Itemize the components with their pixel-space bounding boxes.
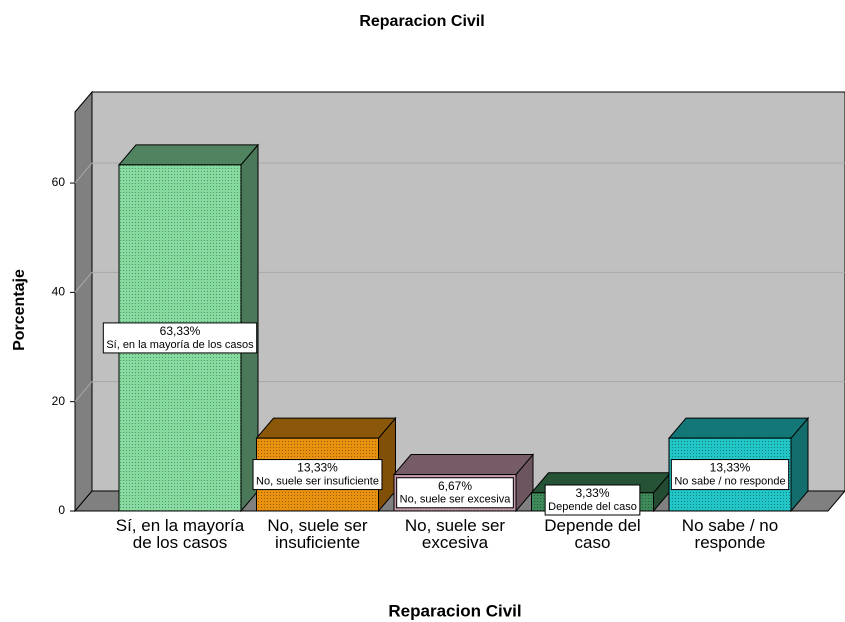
data-label-category: No, suele ser excesiva bbox=[400, 494, 512, 506]
x-tick-label: Depende del caso bbox=[544, 517, 641, 552]
data-label-box bbox=[102, 322, 258, 354]
x-tick-label-box: No, suele ser excesiva bbox=[404, 517, 506, 552]
data-label-value: 13,33% bbox=[297, 461, 338, 475]
data-label-value: 63,33% bbox=[160, 324, 201, 338]
data-label-value: 6,67% bbox=[438, 479, 472, 493]
data-label-box bbox=[670, 459, 790, 491]
chart-title: Reparacion Civil bbox=[359, 13, 484, 30]
y-tick-label: 60 bbox=[52, 175, 66, 189]
data-label-value: 13,33% bbox=[710, 461, 751, 475]
data-label-category: No, suele ser insuficiente bbox=[256, 475, 379, 487]
grid-line bbox=[74, 381, 845, 403]
bar-top bbox=[117, 144, 260, 166]
data-label: 6,67%No, suele ser excesiva bbox=[396, 477, 514, 509]
data-label: 63,33%Sí, en la mayoría de los casos bbox=[102, 322, 258, 354]
y-tick-label: 20 bbox=[52, 394, 66, 408]
bar-top bbox=[392, 454, 535, 476]
x-tick-label-box: No, suele ser insuficiente bbox=[267, 517, 368, 552]
data-label: 13,33%No, suele ser insuficiente bbox=[252, 459, 383, 491]
data-label-box bbox=[396, 477, 514, 509]
y-tick-label: 0 bbox=[58, 503, 65, 517]
data-label-category: No sabe / no responde bbox=[674, 475, 785, 487]
left-wall bbox=[74, 90, 93, 513]
x-axis-title: Reparacion Civil bbox=[388, 601, 521, 620]
grid-line bbox=[74, 271, 845, 293]
data-label-category: Sí, en la mayoría de los casos bbox=[106, 339, 254, 351]
x-tick-label: Sí, en la mayoría de los casos bbox=[115, 517, 245, 552]
data-label-box bbox=[252, 459, 383, 491]
y-tick-label: 40 bbox=[52, 285, 66, 299]
data-label-category: Depende del caso bbox=[548, 501, 637, 513]
x-tick-label-box: No sabe / no responde bbox=[681, 517, 779, 552]
x-tick-label: No sabe / no responde bbox=[681, 517, 779, 552]
x-tick-label: No, suele ser insuficiente bbox=[267, 517, 368, 552]
bar-top bbox=[255, 417, 397, 439]
x-tick-label-box: Sí, en la mayoría de los casos bbox=[115, 517, 245, 552]
data-label-value: 3,33% bbox=[575, 486, 609, 500]
bar-top bbox=[667, 417, 810, 439]
y-axis-title: Porcentaje bbox=[11, 269, 28, 351]
data-label: 3,33%Depende del caso bbox=[544, 484, 641, 516]
grid-line bbox=[74, 162, 845, 184]
x-tick-label-box: Depende del caso bbox=[544, 517, 641, 552]
data-label-box bbox=[544, 484, 641, 516]
x-tick-label: No, suele ser excesiva bbox=[404, 517, 506, 552]
data-label: 13,33%No sabe / no responde bbox=[670, 459, 790, 491]
